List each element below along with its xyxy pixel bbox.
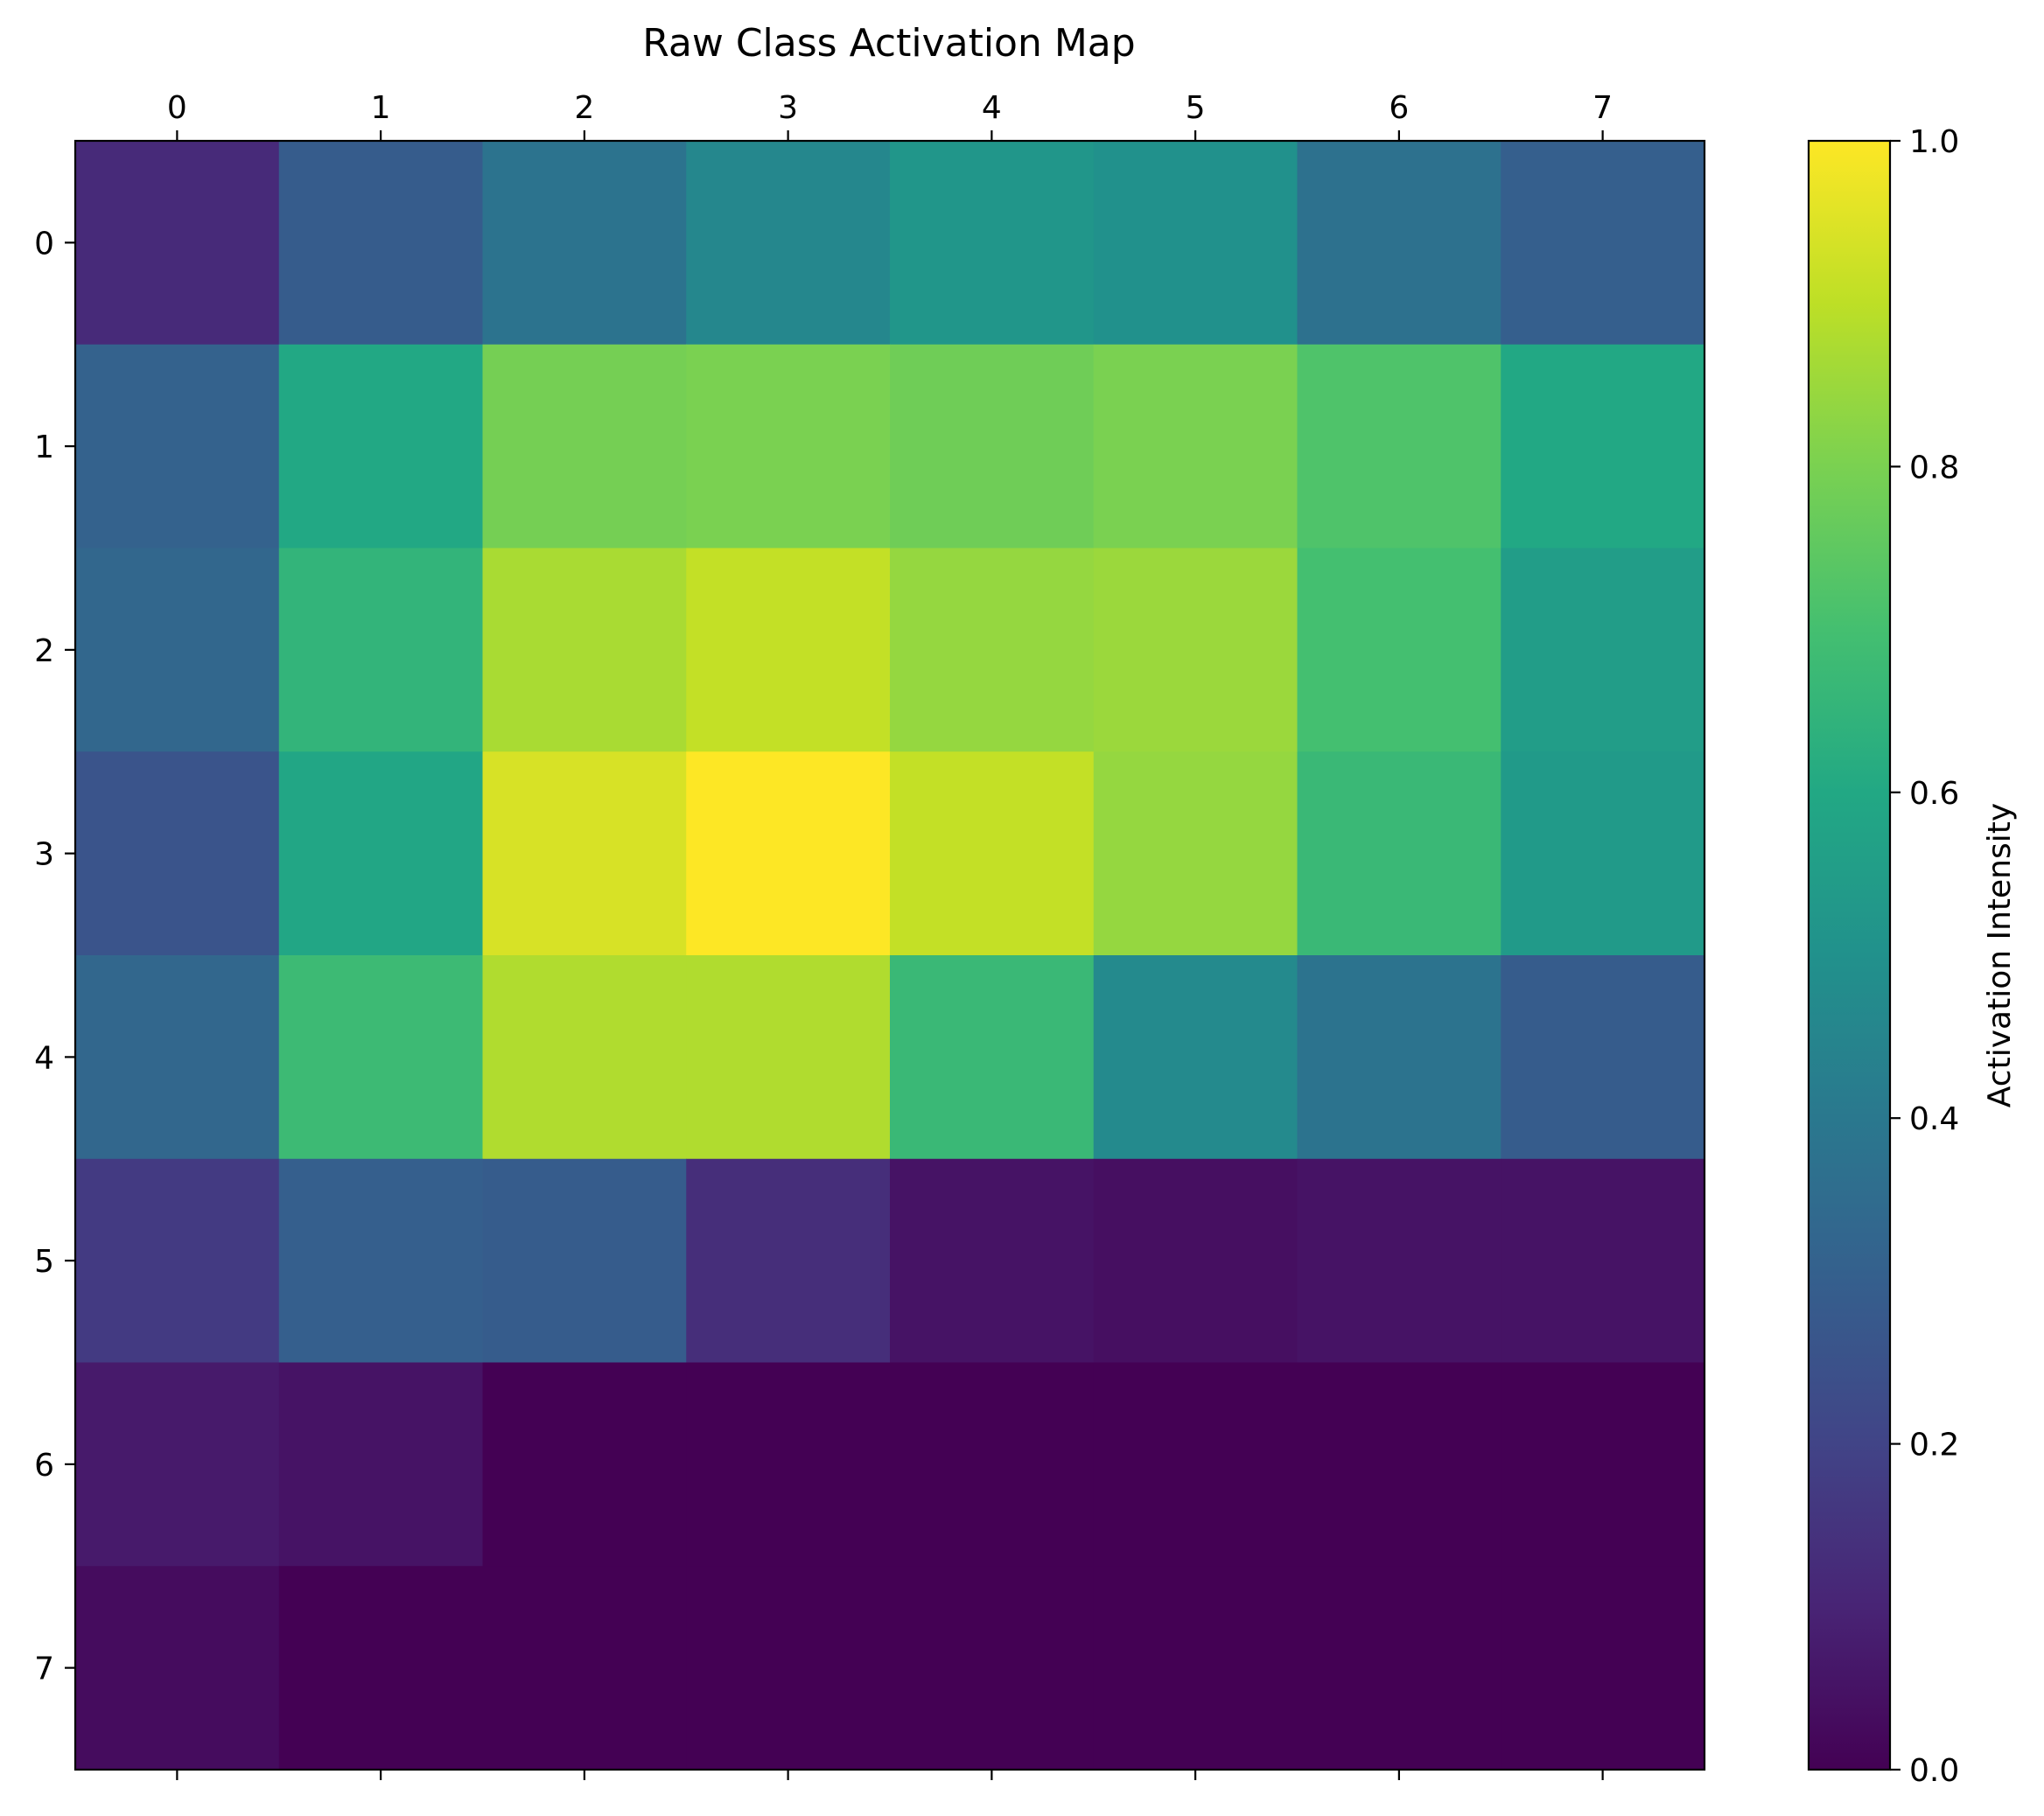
heatmap-cell-r2-c0 xyxy=(75,548,280,752)
heatmap-cells xyxy=(75,141,1705,1771)
colorbar-frame xyxy=(1807,139,1892,1771)
plot-frame xyxy=(74,139,1706,1771)
y-tick-label: 0 xyxy=(34,226,54,262)
heatmap-cell-r2-c2 xyxy=(482,548,687,752)
colorbar-label: Activation Intensity xyxy=(1982,803,2018,1107)
heatmap-cell-r1-c7 xyxy=(1501,344,1705,549)
colorbar-tick-label: 0.4 xyxy=(1909,1101,1959,1137)
heatmap-cell-r1-c3 xyxy=(686,344,891,549)
heatmap-cell-r7-c0 xyxy=(75,1566,280,1771)
y-tick-label: 5 xyxy=(34,1244,54,1280)
heatmap-cell-r4-c2 xyxy=(482,955,687,1160)
heatmap-cell-r5-c7 xyxy=(1501,1158,1705,1364)
heatmap-cell-r3-c5 xyxy=(1093,751,1298,956)
colorbar-tick-label: 0.0 xyxy=(1909,1753,1959,1789)
heatmap-cell-r2-c6 xyxy=(1297,548,1502,752)
heatmap-cell-r5-c4 xyxy=(890,1158,1095,1364)
heatmap-cell-r6-c1 xyxy=(278,1362,484,1567)
x-tick-label: 1 xyxy=(371,90,391,126)
heatmap-cell-r7-c1 xyxy=(278,1566,484,1771)
colorbar-gradient xyxy=(1809,141,1890,1770)
colorbar-tick-label: 0.8 xyxy=(1909,450,1959,485)
colorbar-tick-label: 1.0 xyxy=(1909,124,1959,160)
chart-title: Raw Class Activation Map xyxy=(642,21,1135,66)
heatmap-cell-r0-c1 xyxy=(278,141,484,346)
x-tick-label: 4 xyxy=(982,90,1002,126)
heatmap-cell-r5-c5 xyxy=(1093,1158,1298,1364)
colorbar-tick-label: 0.6 xyxy=(1909,776,1959,812)
heatmap-cell-r0-c3 xyxy=(686,141,891,346)
heatmap-cell-r2-c5 xyxy=(1093,548,1298,752)
y-tick-label: 6 xyxy=(34,1448,54,1484)
heatmap-cell-r0-c5 xyxy=(1093,141,1298,346)
heatmap-cell-r6-c4 xyxy=(890,1362,1095,1567)
heatmap-cell-r0-c6 xyxy=(1297,141,1502,346)
heatmap-cell-r2-c7 xyxy=(1501,548,1705,752)
heatmap-cell-r1-c4 xyxy=(890,344,1095,549)
y-tick-label: 3 xyxy=(34,837,54,873)
heatmap-cell-r4-c5 xyxy=(1093,955,1298,1160)
heatmap-cell-r7-c4 xyxy=(890,1566,1095,1771)
heatmap-cell-r1-c1 xyxy=(278,344,484,549)
x-tick-label: 0 xyxy=(167,90,187,126)
heatmap-cell-r6-c7 xyxy=(1501,1362,1705,1567)
heatmap-cell-r6-c0 xyxy=(75,1362,280,1567)
heatmap-cell-r4-c4 xyxy=(890,955,1095,1160)
heatmap-cell-r6-c6 xyxy=(1297,1362,1502,1567)
y-tick-label: 2 xyxy=(34,633,54,669)
heatmap-cell-r1-c0 xyxy=(75,344,280,549)
heatmap-cell-r0-c2 xyxy=(482,141,687,346)
heatmap-cell-r2-c1 xyxy=(278,548,484,752)
heatmap-cell-r4-c0 xyxy=(75,955,280,1160)
heatmap-cell-r0-c0 xyxy=(75,141,280,346)
heatmap-cell-r4-c7 xyxy=(1501,955,1705,1160)
colorbar-tick-label: 0.2 xyxy=(1909,1428,1959,1463)
y-tick-label: 4 xyxy=(34,1040,54,1076)
heatmap-cell-r5-c3 xyxy=(686,1158,891,1364)
heatmap-cell-r6-c5 xyxy=(1093,1362,1298,1567)
heatmap-cell-r3-c7 xyxy=(1501,751,1705,956)
heatmap-cell-r3-c4 xyxy=(890,751,1095,956)
x-tick-label: 5 xyxy=(1186,90,1206,126)
heatmap-cell-r3-c1 xyxy=(278,751,484,956)
heatmap-cell-r5-c0 xyxy=(75,1158,280,1364)
heatmap-cell-r1-c5 xyxy=(1093,344,1298,549)
heatmap-cell-r4-c3 xyxy=(686,955,891,1160)
heatmap-cell-r2-c3 xyxy=(686,548,891,752)
heatmap-cell-r6-c3 xyxy=(686,1362,891,1567)
heatmap-cell-r0-c4 xyxy=(890,141,1095,346)
heatmap-cell-r1-c2 xyxy=(482,344,687,549)
heatmap-cell-r0-c7 xyxy=(1501,141,1705,346)
heatmap-cell-r7-c6 xyxy=(1297,1566,1502,1771)
heatmap-cell-r7-c5 xyxy=(1093,1566,1298,1771)
heatmap-cell-r6-c2 xyxy=(482,1362,687,1567)
x-axis-ticks: 0 1 2 3 4 5 6 7 xyxy=(167,90,1613,1780)
heatmap-cell-r2-c4 xyxy=(890,548,1095,752)
heatmap-cell-r3-c6 xyxy=(1297,751,1502,956)
x-tick-label: 3 xyxy=(778,90,798,126)
heatmap-cell-r7-c7 xyxy=(1501,1566,1705,1771)
heatmap-cell-r1-c6 xyxy=(1297,344,1502,549)
heatmap-cell-r5-c1 xyxy=(278,1158,484,1364)
heatmap-cell-r4-c6 xyxy=(1297,955,1502,1160)
heatmap-cell-r7-c3 xyxy=(686,1566,891,1771)
y-tick-label: 7 xyxy=(34,1652,54,1687)
heatmap-cell-r3-c0 xyxy=(75,751,280,956)
y-axis-ticks: 0 1 2 3 4 5 6 7 xyxy=(34,226,75,1687)
heatmap-cell-r3-c3 xyxy=(686,751,891,956)
x-tick-label: 6 xyxy=(1389,90,1409,126)
heatmap-cell-r4-c1 xyxy=(278,955,484,1160)
heatmap-cell-r5-c6 xyxy=(1297,1158,1502,1364)
heatmap-cell-r3-c2 xyxy=(482,751,687,956)
heatmap-cell-r7-c2 xyxy=(482,1566,687,1771)
x-tick-label: 7 xyxy=(1592,90,1613,126)
heatmap-cell-r5-c2 xyxy=(482,1158,687,1364)
x-tick-label: 2 xyxy=(574,90,594,126)
y-tick-label: 1 xyxy=(34,430,54,465)
colorbar: 0.0 0.2 0.4 0.6 0.8 1.0 xyxy=(1807,124,1959,1789)
